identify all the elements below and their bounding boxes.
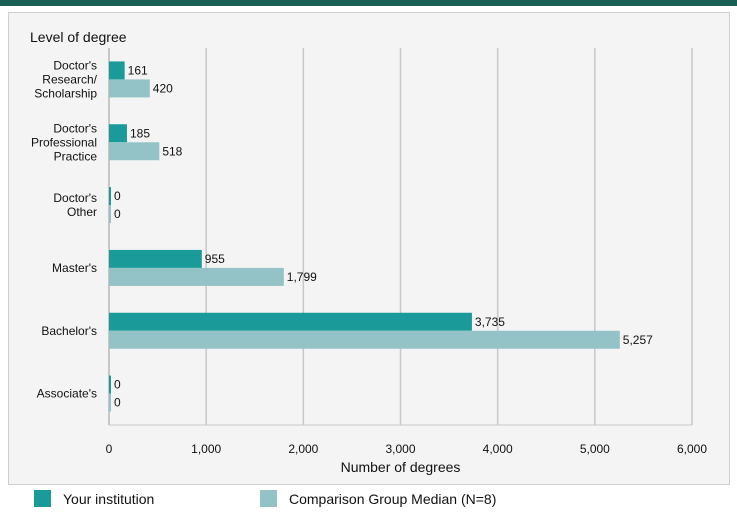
bar-your-institution (109, 375, 111, 394)
chart-legend: Your institution Comparison Group Median… (0, 488, 737, 514)
data-label: 420 (153, 81, 173, 95)
data-label: 955 (205, 252, 225, 266)
bar-your-institution (109, 312, 472, 331)
data-label: 0 (114, 396, 121, 410)
data-label: 0 (114, 207, 121, 221)
bar-your-institution (109, 249, 202, 268)
data-label: 185 (130, 126, 150, 140)
legend-swatch-your-institution (34, 490, 51, 507)
data-label: 5,257 (623, 333, 653, 347)
x-tick-label: 0 (106, 442, 113, 456)
data-label: 161 (128, 63, 148, 77)
x-tick-label: 6,000 (677, 442, 707, 456)
data-label: 3,735 (475, 315, 505, 329)
y-tick-label: Professional (31, 135, 97, 149)
y-tick-label: Doctor's (53, 191, 97, 205)
data-label: 0 (114, 189, 121, 203)
bar-your-institution (109, 124, 127, 143)
bar-chart: 0 1,000 2,000 3,000 4,000 5,000 6,000 Number of… (30, 29, 707, 475)
y-axis-title: Level of degree (30, 29, 127, 45)
x-tick-label: 1,000 (191, 442, 221, 456)
y-tick-label: Master's (52, 261, 97, 275)
y-tick-label: Doctor's (53, 121, 97, 135)
y-tick-label: Doctor's (53, 58, 97, 72)
bar-your-institution (109, 187, 111, 206)
y-tick-label: Scholarship (34, 86, 97, 100)
legend-label-comparison-group: Comparison Group Median (N=8) (289, 490, 497, 507)
bar-your-institution (109, 61, 125, 80)
bar-comparison-group (109, 267, 284, 286)
bar-comparison-group (109, 393, 111, 412)
top-accent-bar (0, 0, 737, 6)
x-tick-label: 3,000 (385, 442, 415, 456)
bar-comparison-group (109, 142, 160, 161)
data-label: 518 (162, 144, 182, 158)
x-tick-label: 5,000 (580, 442, 610, 456)
data-label: 0 (114, 378, 121, 392)
x-tick-label: 2,000 (288, 442, 318, 456)
bar-comparison-group (109, 205, 111, 224)
y-tick-label: Research/ (42, 72, 97, 86)
bar-comparison-group (109, 79, 150, 98)
legend-label-your-institution: Your institution (63, 490, 155, 507)
bar-comparison-group (109, 330, 620, 349)
data-label: 1,799 (287, 270, 317, 284)
y-tick-label: Associate's (37, 387, 97, 401)
x-tick-label: 4,000 (483, 442, 513, 456)
y-tick-label: Practice (54, 149, 98, 163)
y-tick-label: Other (67, 205, 97, 219)
x-axis-title: Number of degrees (341, 459, 461, 475)
legend-swatch-comparison-group (260, 490, 277, 507)
y-tick-label: Bachelor's (41, 324, 97, 338)
legend-item-your-institution: Your institution (34, 490, 154, 507)
legend-item-comparison-group: Comparison Group Median (N=8) (260, 490, 496, 507)
